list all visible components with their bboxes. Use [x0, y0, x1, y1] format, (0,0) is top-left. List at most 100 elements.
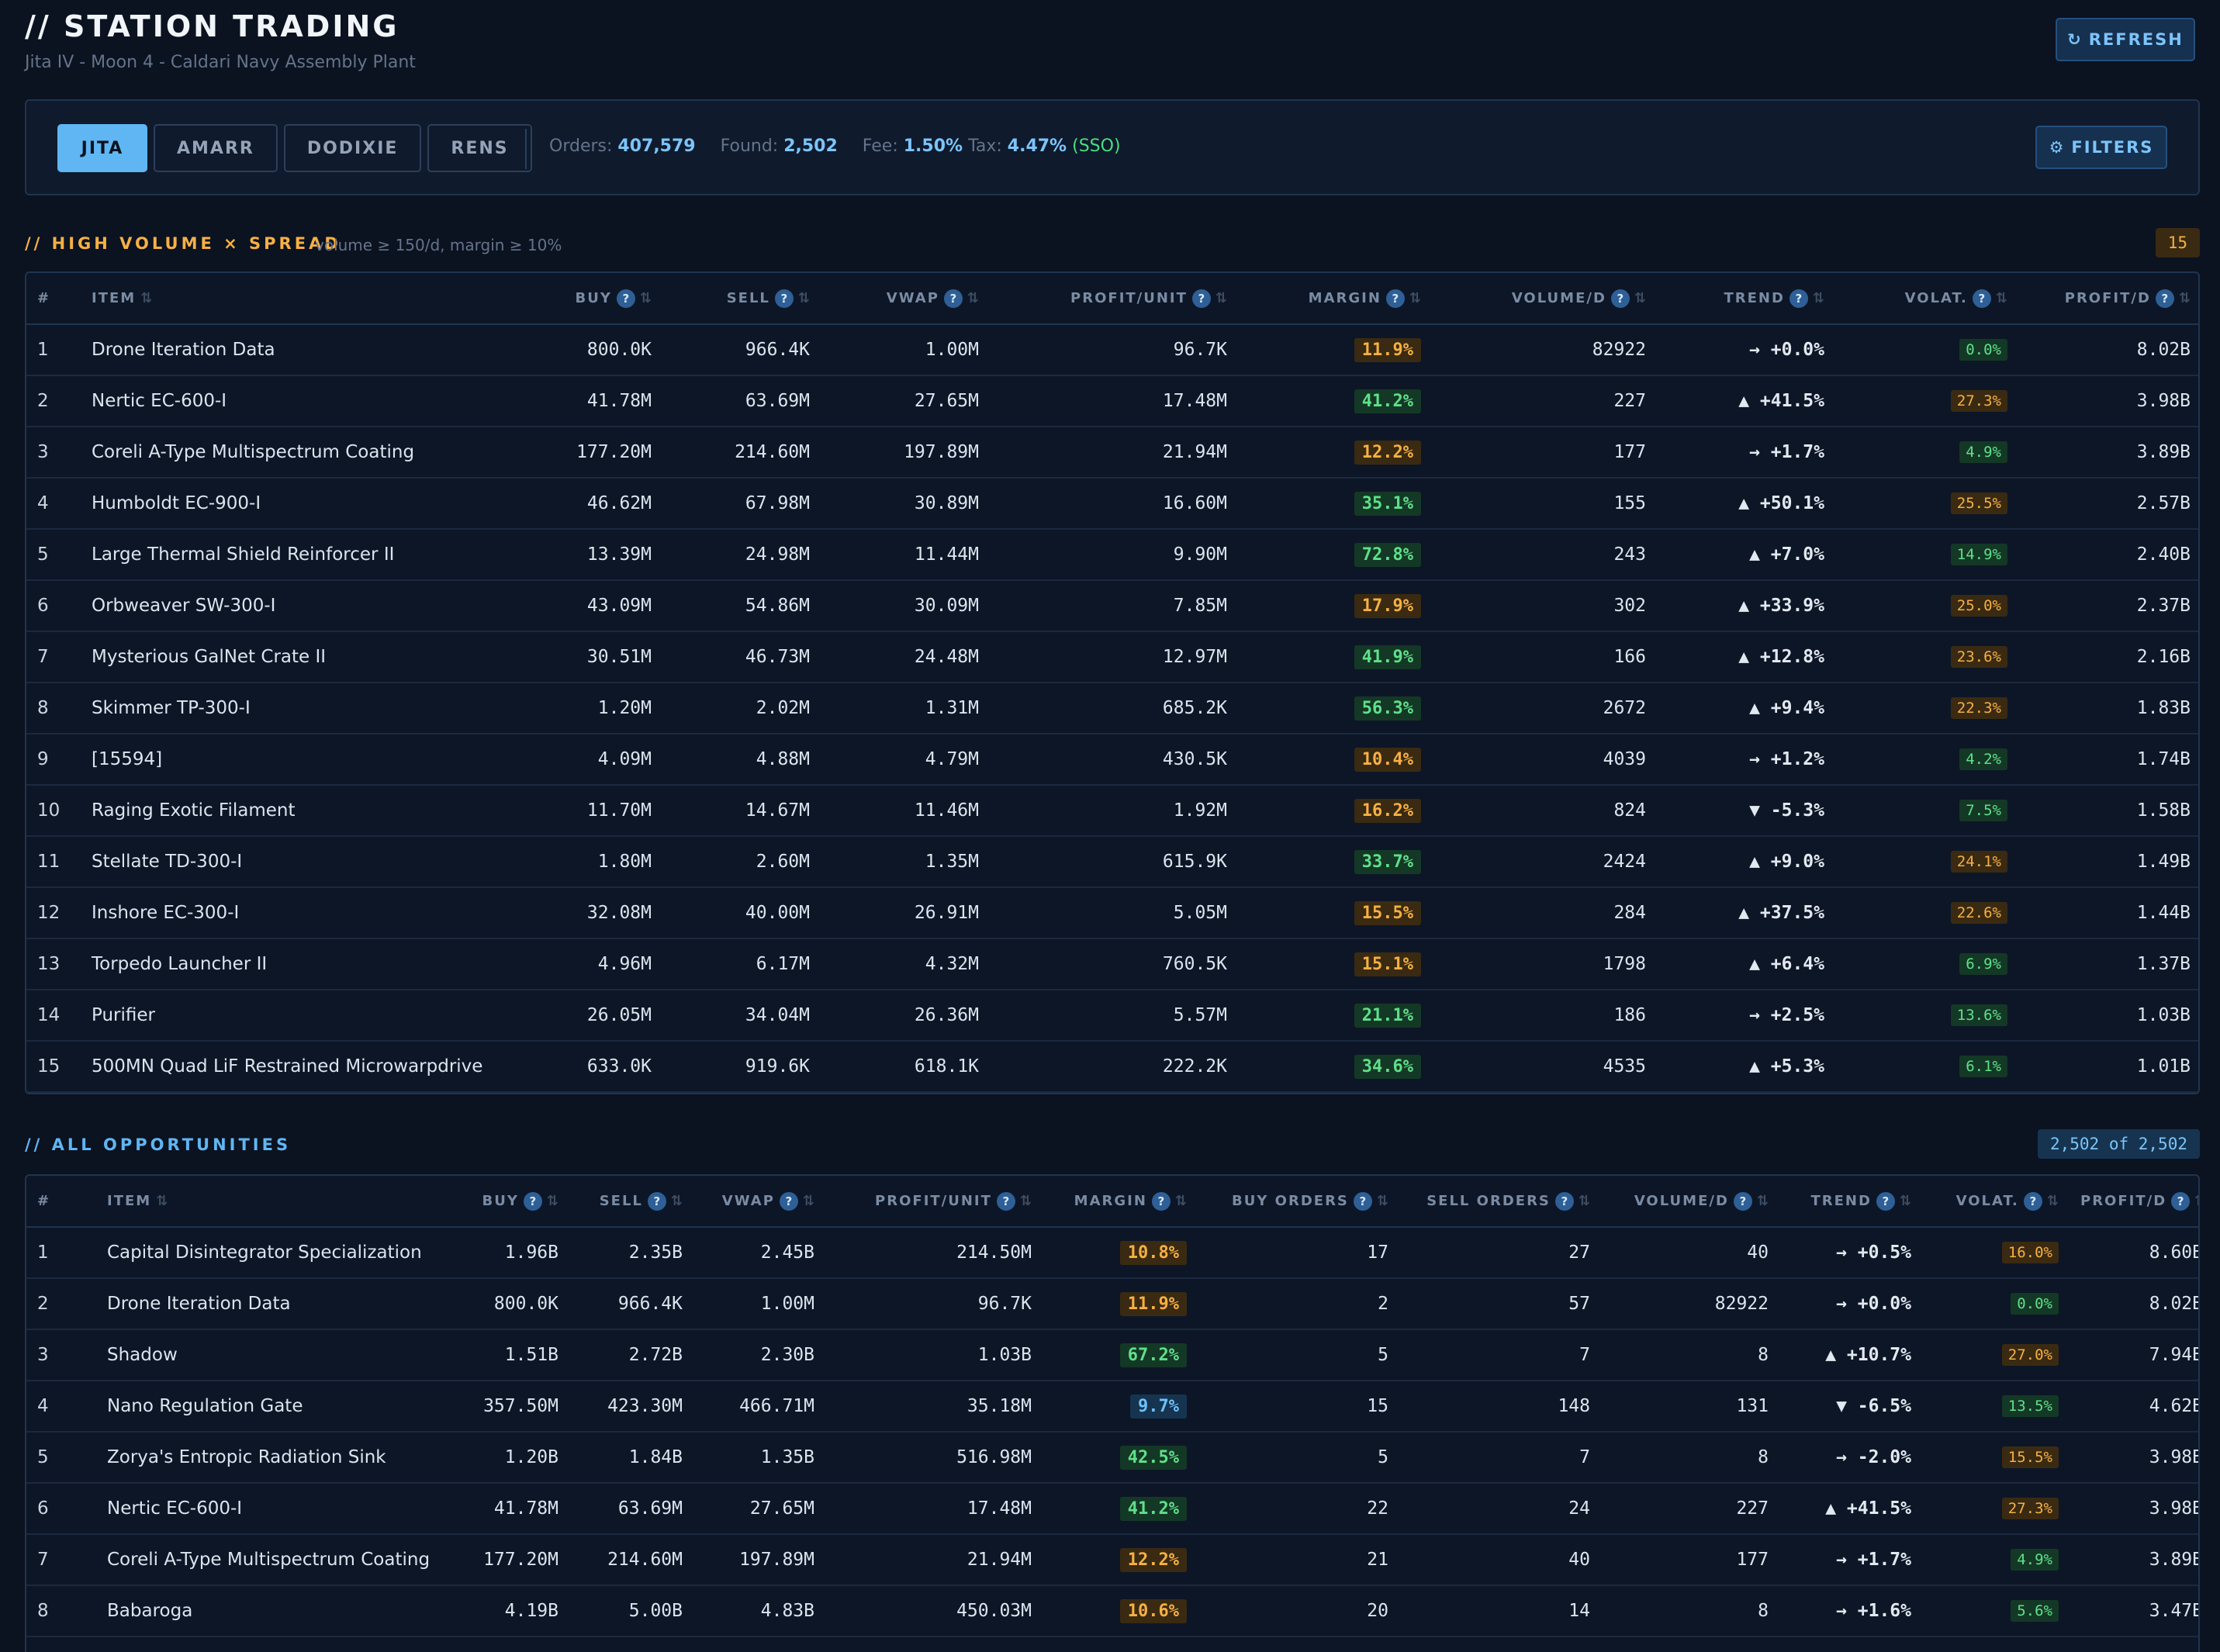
table-row[interactable]: 12 Inshore EC-300-I 32.08M 40.00M 26.91M 5.05… [26, 887, 2198, 939]
table-row[interactable]: 6 Orbweaver SW-300-I 43.09M 54.86M 30.09M 7.8… [26, 580, 2198, 632]
help-icon[interactable]: ? [523, 1191, 542, 1211]
buy-price: 4.09M [515, 734, 662, 786]
profit-per-unit: 430.5K [990, 734, 1238, 786]
col-header-vwap[interactable]: VWAP? ⇅ [693, 1176, 825, 1228]
sort-icon[interactable]: ⇅ [1812, 290, 1824, 306]
sort-icon[interactable]: ⇅ [1634, 290, 1646, 306]
table-row[interactable]: 5 Zorya's Entropic Radiation Sink 1.20B 1.8… [26, 1432, 2198, 1484]
help-icon[interactable]: ? [616, 289, 635, 308]
help-icon[interactable]: ? [1733, 1191, 1752, 1211]
help-icon[interactable]: ? [2171, 1191, 2191, 1211]
sort-icon[interactable]: ⇅ [639, 290, 652, 306]
col-header-buy-orders[interactable]: BUY ORDERS? ⇅ [1198, 1176, 1399, 1228]
table-row[interactable]: 6 Nertic EC-600-I 41.78M 63.69M 27.65M 17.48M… [26, 1483, 2198, 1535]
table-row[interactable]: 8 Babaroga 4.19B 5.00B 4.83B 450.03M 10.6% 20 14… [26, 1585, 2198, 1637]
help-icon[interactable]: ? [1385, 289, 1405, 308]
sort-icon[interactable]: ⇅ [2194, 1193, 2198, 1209]
col-header-volume-d[interactable]: VOLUME/D? ⇅ [1601, 1176, 1779, 1228]
sort-icon[interactable]: ⇅ [1756, 1193, 1769, 1209]
table-row[interactable]: 11 Stellate TD-300-I 1.80M 2.60M 1.35M 615.9K… [26, 836, 2198, 888]
col-header-margin[interactable]: MARGIN? ⇅ [1043, 1176, 1198, 1228]
table-row[interactable]: 1 Drone Iteration Data 800.0K 966.4K 1.00M 96… [26, 324, 2198, 376]
col-header-profit-unit[interactable]: PROFIT/UNIT? ⇅ [990, 273, 1238, 325]
col-header-profit-unit[interactable]: PROFIT/UNIT? ⇅ [825, 1176, 1043, 1228]
col-header-buy[interactable]: BUY? ⇅ [515, 273, 662, 325]
filters-button[interactable]: ⚙ FILTERS [2035, 126, 2167, 169]
sort-icon[interactable]: ⇅ [966, 290, 979, 306]
help-icon[interactable]: ? [774, 289, 794, 308]
help-icon[interactable]: ? [943, 289, 963, 308]
table-row[interactable]: 5 Large Thermal Shield Reinforcer II 13.39… [26, 529, 2198, 581]
table-row[interactable]: 1 Capital Disintegrator Specialization 1.9… [26, 1227, 2198, 1279]
sort-icon[interactable]: ⇅ [1376, 1193, 1388, 1209]
table-row[interactable]: 15 500MN Quad LiF Restrained Microwarpdri… [26, 1041, 2198, 1093]
table-row[interactable]: 4 Humboldt EC-900-I 46.62M 67.98M 30.89M 16.6… [26, 478, 2198, 530]
tab-amarr[interactable]: AMARR [154, 124, 278, 172]
help-icon[interactable]: ? [647, 1191, 666, 1211]
sort-icon[interactable]: ⇅ [1995, 290, 2007, 306]
table-row[interactable]: 4 Nano Regulation Gate 357.50M 423.30M 466.7… [26, 1381, 2198, 1433]
col-header-trend[interactable]: TREND? ⇅ [1657, 273, 1835, 325]
col-header-volat[interactable]: VOLAT.? ⇅ [1835, 273, 2018, 325]
sort-icon[interactable]: ⇅ [2046, 1193, 2059, 1209]
sort-icon[interactable]: ⇅ [140, 290, 153, 307]
sort-icon[interactable]: ⇅ [2178, 290, 2191, 306]
table-row[interactable]: 2 Drone Iteration Data 800.0K 966.4K 1.00M 96… [26, 1278, 2198, 1330]
sort-icon[interactable]: ⇅ [1409, 290, 1421, 306]
col-header-buy[interactable]: BUY? ⇅ [453, 1176, 569, 1228]
col-header-vwap[interactable]: VWAP? ⇅ [821, 273, 990, 325]
col-header-margin[interactable]: MARGIN? ⇅ [1238, 273, 1432, 325]
margin: 15.5% [1238, 887, 1432, 939]
col-header-sell[interactable]: SELL? ⇅ [662, 273, 821, 325]
help-icon[interactable]: ? [1876, 1191, 1895, 1211]
col-header-volat[interactable]: VOLAT.? ⇅ [1922, 1176, 2070, 1228]
help-icon[interactable]: ? [779, 1191, 798, 1211]
help-icon[interactable]: ? [1151, 1191, 1171, 1211]
help-icon[interactable]: ? [1972, 289, 1991, 308]
sort-icon[interactable]: ⇅ [1174, 1193, 1187, 1209]
col-header-item[interactable]: ITEM ⇅ [96, 1176, 453, 1228]
sort-icon[interactable]: ⇅ [1019, 1193, 1032, 1209]
help-icon[interactable]: ? [2023, 1191, 2042, 1211]
help-icon[interactable]: ? [1191, 289, 1211, 308]
col-header-sell-orders[interactable]: SELL ORDERS? ⇅ [1399, 1176, 1601, 1228]
col-header-sell[interactable]: SELL? ⇅ [569, 1176, 693, 1228]
col-header-profit-d[interactable]: PROFIT/D?⇅ [2070, 1176, 2198, 1228]
help-icon[interactable]: ? [1554, 1191, 1574, 1211]
col-label: # [37, 290, 51, 306]
tab-jita[interactable]: JITA [57, 124, 147, 172]
table-row[interactable]: 14 Purifier 26.05M 34.04M 26.36M 5.57M 21.1% 18… [26, 990, 2198, 1042]
sort-icon[interactable]: ⇅ [802, 1193, 814, 1209]
refresh-button[interactable]: ↻ REFRESH [2056, 18, 2195, 61]
table-row[interactable]: 2 Nertic EC-600-I 41.78M 63.69M 27.65M 17.48M… [26, 375, 2198, 427]
col-header-profit-d[interactable]: PROFIT/D?⇅ [2018, 273, 2198, 325]
help-icon[interactable]: ? [2155, 289, 2174, 308]
col-header-trend[interactable]: TREND? ⇅ [1779, 1176, 1922, 1228]
help-icon[interactable]: ? [1789, 289, 1808, 308]
col-header-volume-d[interactable]: VOLUME/D? ⇅ [1432, 273, 1657, 325]
tab-dodixie[interactable]: DODIXIE [283, 124, 422, 172]
rank-cell: 5 [26, 529, 81, 581]
table-row[interactable]: 3 Coreli A-Type Multispectrum Coating 177.… [26, 427, 2198, 479]
sort-icon[interactable]: ⇅ [1578, 1193, 1590, 1209]
table-row[interactable]: 9 [15594] 4.09M 4.88M 4.79M 430.5K 10.4% 4039 → … [26, 734, 2198, 786]
sort-icon[interactable]: ⇅ [1899, 1193, 1911, 1209]
table-row[interactable]: 8 Skimmer TP-300-I 1.20M 2.02M 1.31M 685.2K 56… [26, 683, 2198, 734]
col-header-item[interactable]: ITEM ⇅ [81, 273, 515, 325]
help-icon[interactable]: ? [1353, 1191, 1372, 1211]
tab-rens[interactable]: RENS [427, 124, 532, 172]
sort-icon[interactable]: ⇅ [1215, 290, 1227, 306]
help-icon[interactable]: ? [996, 1191, 1015, 1211]
sort-icon[interactable]: ⇅ [670, 1193, 683, 1209]
sort-icon[interactable]: ⇅ [156, 1193, 168, 1210]
table-row[interactable]: 10 Raging Exotic Filament 11.70M 14.67M 11.4… [26, 785, 2198, 837]
help-icon[interactable]: ? [1610, 289, 1630, 308]
sort-icon[interactable]: ⇅ [797, 290, 810, 306]
table-row[interactable]: 3 Shadow 1.51B 2.72B 2.30B 1.03B 67.2% 5 7 8 ▲ +10… [26, 1329, 2198, 1381]
sort-icon[interactable]: ⇅ [546, 1193, 558, 1209]
rank-cell: 14 [26, 990, 81, 1042]
table-row[interactable]: 7 Coreli A-Type Multispectrum Coating 177.… [26, 1534, 2198, 1586]
table-row[interactable]: 7 Mysterious GalNet Crate II 30.51M 46.73M 2… [26, 631, 2198, 683]
vwap-price: 1.31M [821, 683, 990, 734]
table-row[interactable]: 13 Torpedo Launcher II 4.96M 6.17M 4.32M 760.… [26, 938, 2198, 990]
